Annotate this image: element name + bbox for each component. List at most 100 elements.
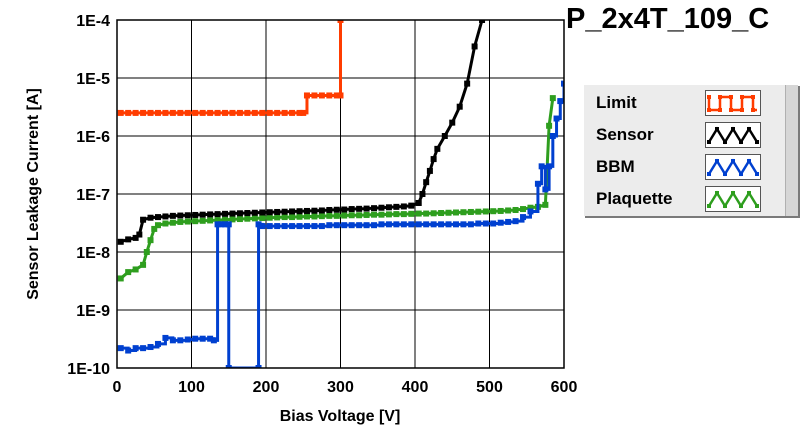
y-tick-label: 1E-5 [76, 71, 110, 88]
data-point-plaquette [251, 215, 258, 222]
data-point-limit [289, 109, 296, 116]
data-point-bbm [467, 221, 474, 228]
data-point-sensor [169, 212, 176, 219]
data-point-limit [199, 109, 206, 116]
data-point-bbm [520, 214, 527, 221]
x-tick-label: 300 [327, 379, 354, 396]
legend-scrollbar[interactable] [785, 85, 798, 216]
legend-label-bbm: BBM [596, 157, 635, 176]
legend-marker [707, 204, 711, 208]
data-point-bbm [549, 133, 556, 139]
legend-marker [740, 108, 744, 112]
data-point-bbm [452, 221, 459, 228]
legend-marker [707, 172, 711, 176]
data-point-bbm [497, 219, 504, 226]
data-point-sensor [408, 202, 415, 209]
data-point-plaquette [199, 217, 206, 224]
x-tick-label: 0 [113, 379, 122, 396]
legend-marker [755, 172, 759, 176]
legend-swatch-plaquette [705, 186, 761, 212]
data-point-bbm [140, 345, 147, 352]
data-point-sensor [371, 205, 378, 212]
legend-marker [740, 95, 744, 99]
data-point-bbm [225, 221, 232, 228]
data-point-bbm [505, 218, 512, 225]
data-point-limit [222, 109, 229, 116]
legend-marker [707, 108, 711, 112]
data-point-plaquette [341, 212, 348, 219]
data-point-sensor [184, 212, 191, 219]
legend-marker [751, 95, 755, 99]
data-point-plaquette [452, 209, 459, 216]
data-point-bbm [423, 221, 430, 228]
data-point-plaquette [378, 211, 385, 218]
data-point-bbm [225, 365, 232, 368]
data-point-sensor [177, 212, 184, 219]
data-point-sensor [363, 205, 370, 212]
data-point-plaquette [229, 216, 236, 223]
data-point-plaquette [371, 211, 378, 218]
data-point-plaquette [326, 212, 333, 219]
data-point-sensor [341, 206, 348, 213]
data-point-bbm [132, 345, 139, 352]
data-point-bbm [408, 221, 415, 228]
x-axis-title: Bias Voltage [V] [280, 408, 401, 425]
data-point-bbm [393, 221, 400, 228]
data-point-limit [125, 109, 132, 116]
series-sensor [117, 20, 486, 245]
data-point-sensor [449, 119, 456, 126]
legend-marker [739, 204, 743, 208]
legend-swatch-limit [705, 90, 761, 116]
x-axis-ticks: 0 100 200 300 400 500 600 [113, 379, 578, 396]
data-point-bbm [400, 221, 407, 228]
legend-item-bbm[interactable]: BBM [584, 152, 798, 182]
legend-marker [715, 191, 719, 195]
legend-swatch-sensor [705, 122, 761, 148]
data-point-sensor [140, 216, 147, 223]
legend-marker [739, 172, 743, 176]
data-point-plaquette [549, 95, 556, 102]
data-point-plaquette [445, 209, 452, 216]
data-point-sensor [222, 210, 229, 217]
data-point-bbm [214, 221, 221, 228]
legend-marker [731, 127, 735, 131]
legend-marker [747, 127, 751, 131]
data-point-limit [318, 92, 325, 99]
data-point-plaquette [303, 213, 310, 220]
data-point-bbm [385, 221, 392, 228]
data-point-limit [296, 109, 303, 116]
data-point-bbm [415, 221, 422, 228]
data-point-sensor [125, 236, 132, 243]
data-point-bbm [363, 222, 370, 229]
data-point-limit [251, 109, 258, 116]
data-point-limit [169, 109, 176, 116]
data-point-sensor [464, 80, 471, 87]
data-point-sensor [136, 231, 143, 238]
legend-item-sensor[interactable]: Sensor [584, 120, 798, 150]
data-point-limit [132, 109, 139, 116]
legend-marker [723, 204, 727, 208]
data-point-bbm [125, 347, 132, 354]
data-point-sensor [348, 206, 355, 213]
legend-marker [747, 191, 751, 195]
data-point-sensor [199, 211, 206, 218]
data-point-plaquette [244, 215, 251, 222]
data-point-limit [184, 109, 191, 116]
data-point-bbm [296, 223, 303, 230]
data-point-plaquette [490, 208, 497, 215]
legend-item-limit[interactable]: Limit [584, 88, 798, 118]
data-point-sensor [303, 207, 310, 214]
data-point-plaquette [400, 211, 407, 218]
data-point-sensor [259, 209, 266, 216]
legend-item-plaquette[interactable]: Plaquette [584, 184, 798, 214]
chart-title: P_2x4T_109_C [566, 3, 770, 35]
legend-label-plaquette: Plaquette [596, 189, 673, 208]
legend-marker [739, 140, 743, 144]
y-tick-label: 1E-8 [76, 245, 110, 262]
data-point-plaquette [527, 204, 534, 211]
legend: Limit Sensor BBM Plaquette [583, 84, 798, 216]
data-point-plaquette [512, 206, 519, 213]
legend-marker [731, 191, 735, 195]
data-point-limit [177, 109, 184, 116]
data-point-plaquette [274, 214, 281, 221]
